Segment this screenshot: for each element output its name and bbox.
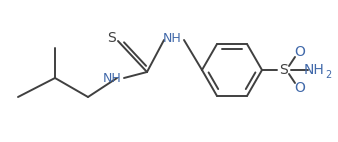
- Text: O: O: [294, 45, 306, 59]
- Text: S: S: [280, 63, 288, 77]
- Text: S: S: [107, 31, 116, 45]
- Text: NH: NH: [103, 72, 121, 84]
- Text: NH: NH: [163, 32, 182, 44]
- Text: 2: 2: [325, 70, 331, 80]
- Text: NH: NH: [304, 63, 324, 77]
- Text: O: O: [294, 81, 306, 95]
